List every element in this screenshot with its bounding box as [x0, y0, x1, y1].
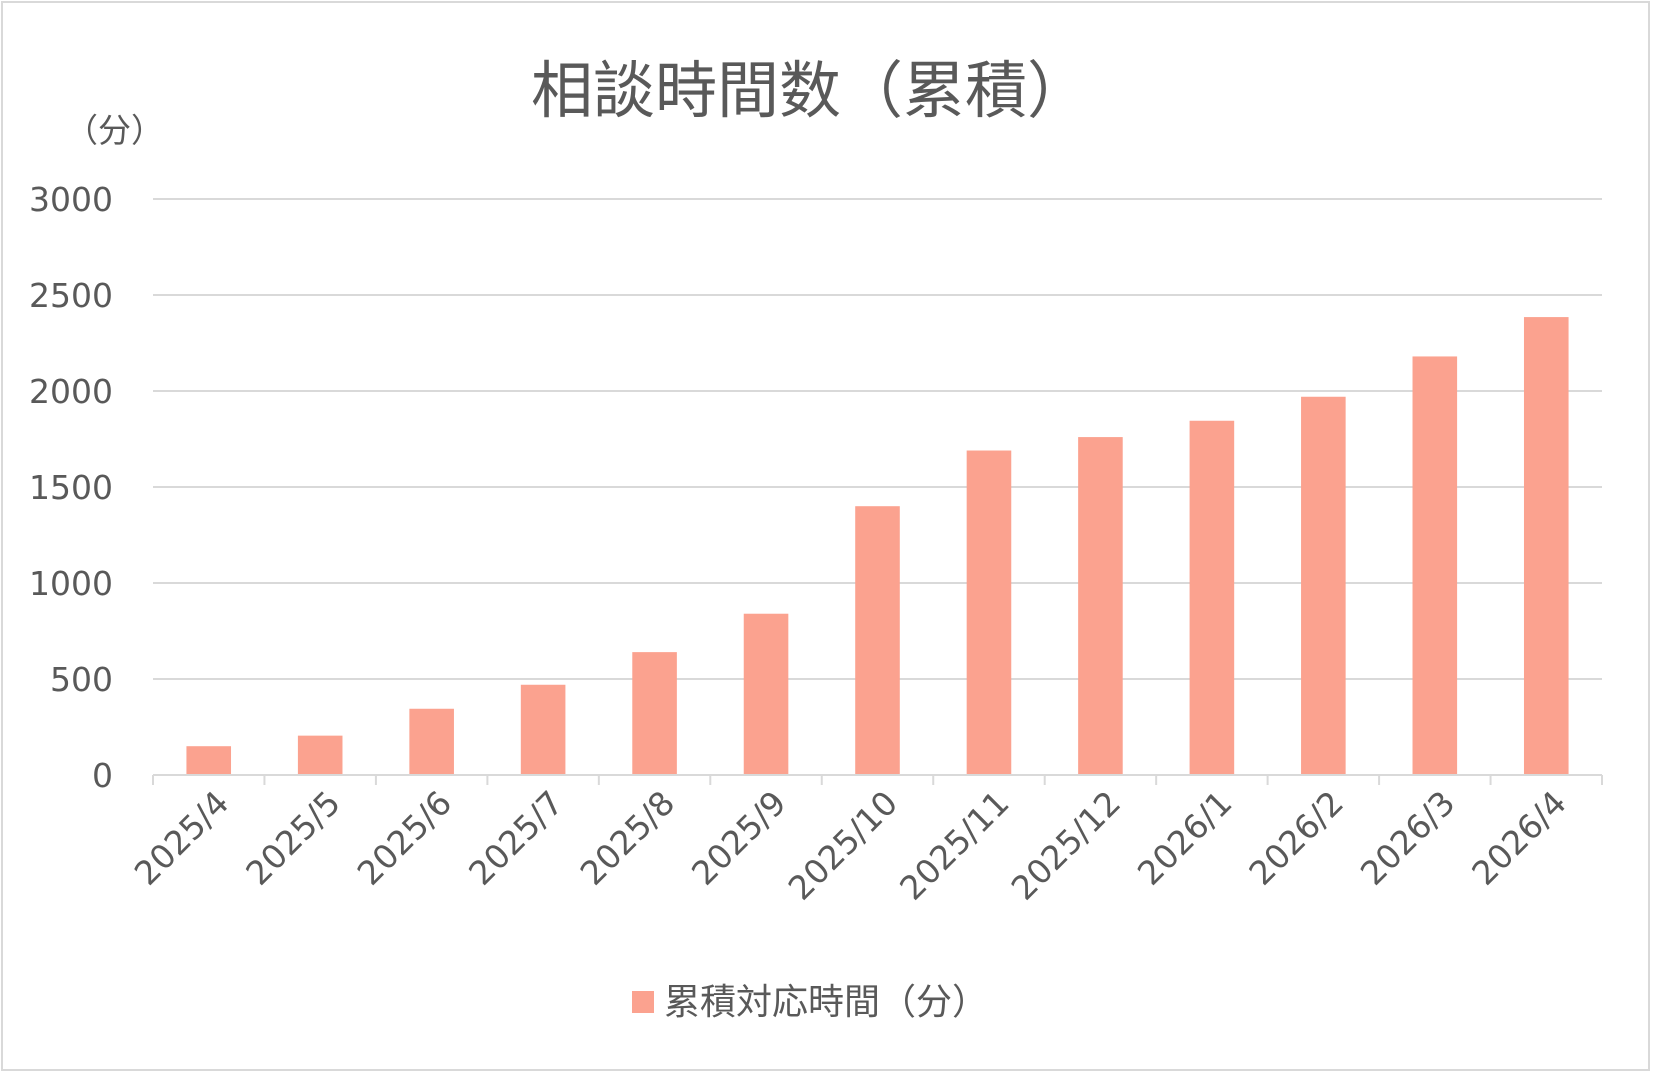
bar [186, 746, 232, 775]
y-tick-label: 2500 [29, 276, 113, 315]
legend-swatch [632, 991, 654, 1013]
x-tick-label: 2025/4 [127, 783, 237, 893]
x-tick-label: 2025/5 [238, 783, 348, 893]
x-tick-label: 2026/3 [1353, 783, 1463, 893]
bar [409, 708, 454, 775]
y-axis-unit: （分） [65, 111, 164, 150]
x-tick-label: 2025/9 [684, 783, 794, 893]
bars [186, 317, 1569, 775]
bar [297, 735, 343, 775]
x-tick-label: 2025/8 [573, 783, 683, 893]
x-tick-label: 2025/7 [461, 783, 571, 893]
x-tick-label: 2025/10 [781, 783, 906, 908]
bar [1078, 437, 1123, 775]
y-tick-label: 2000 [29, 372, 113, 411]
legend-label: 累積対応時間（分） [664, 982, 988, 1023]
y-tick-label: 3000 [29, 180, 113, 219]
bar [855, 506, 900, 775]
x-axis [152, 774, 1603, 785]
bar [1301, 396, 1346, 775]
x-tick-label: 2025/6 [350, 783, 460, 893]
gridlines [153, 198, 1602, 680]
bar [1189, 420, 1235, 775]
bar [1412, 356, 1458, 775]
x-tick-label: 2026/1 [1130, 783, 1240, 893]
x-tick-label: 2026/4 [1464, 783, 1574, 893]
bar [520, 684, 566, 775]
bar [1523, 317, 1569, 775]
bar [743, 613, 789, 775]
legend: 累積対応時間（分） [632, 982, 988, 1023]
y-tick-label: 0 [92, 756, 113, 795]
bar [966, 450, 1012, 775]
y-axis-ticks: 0 500 1000 1500 2000 2500 3000 [29, 180, 113, 795]
y-tick-label: 1500 [29, 468, 113, 507]
bar [632, 652, 677, 775]
chart-title: 相談時間数（累積） [531, 54, 1089, 127]
y-tick-label: 1000 [29, 564, 113, 603]
x-axis-ticks: 2025/4 2025/5 2025/6 2025/7 2025/8 2025/92025… [127, 783, 1574, 908]
y-tick-label: 500 [50, 660, 113, 699]
x-tick-label: 2026/2 [1241, 783, 1351, 893]
x-tick-label: 2025/12 [1004, 783, 1129, 908]
x-tick-label: 2025/11 [892, 783, 1017, 908]
